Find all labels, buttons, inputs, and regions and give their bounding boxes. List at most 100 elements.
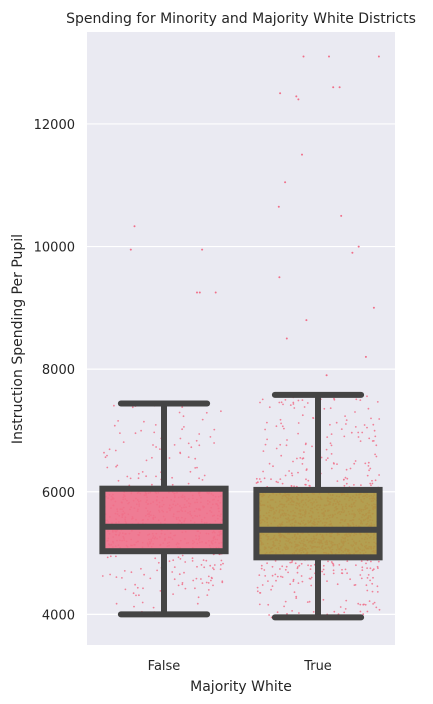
strip-point — [177, 556, 180, 559]
outlier-point — [340, 214, 343, 217]
strip-point — [372, 440, 375, 442]
strip-point — [151, 456, 153, 459]
strip-point — [145, 459, 148, 462]
strip-point — [343, 478, 345, 481]
strip-point — [274, 560, 277, 562]
strip-point — [364, 603, 367, 606]
strip-point — [359, 610, 362, 613]
strip-point — [113, 404, 115, 407]
strip-point — [296, 571, 299, 574]
strip-point — [284, 600, 287, 603]
strip-point — [300, 562, 303, 565]
strip-point — [376, 401, 379, 403]
strip-point — [271, 574, 274, 577]
y-tick-label-12000: 12000 — [34, 118, 75, 133]
strip-point — [264, 428, 266, 431]
strip-point — [366, 577, 369, 579]
strip-point — [343, 435, 346, 438]
strip-point — [306, 601, 309, 603]
strip-point — [137, 477, 140, 480]
strip-point — [341, 572, 344, 575]
strip-point — [376, 585, 379, 588]
strip-point — [117, 479, 120, 482]
strip-point — [325, 448, 328, 451]
strip-point — [310, 584, 313, 587]
strip-point — [361, 569, 364, 571]
outlier-point — [201, 248, 204, 251]
strip-point — [277, 481, 279, 484]
strip-point — [323, 407, 326, 410]
strip-point — [375, 606, 378, 609]
strip-point — [330, 444, 333, 447]
strip-point — [279, 418, 282, 421]
strip-point — [333, 610, 336, 613]
strip-point — [266, 438, 268, 441]
strip-point — [130, 571, 133, 574]
strip-point — [346, 572, 348, 575]
strip-point — [201, 418, 204, 421]
strip-point — [301, 463, 304, 465]
strip-point — [196, 602, 199, 605]
strip-point — [157, 561, 160, 564]
strip-point — [145, 475, 148, 478]
strip-point — [375, 444, 378, 447]
strip-point — [154, 424, 157, 426]
outlier-point — [277, 205, 280, 208]
strip-point — [179, 452, 182, 455]
strip-point — [173, 566, 176, 568]
strip-point — [263, 477, 266, 480]
strip-point — [357, 436, 360, 438]
strip-point — [255, 482, 258, 484]
outlier-point — [325, 374, 328, 377]
strip-point — [353, 484, 355, 486]
strip-point — [182, 415, 185, 418]
strip-point — [168, 560, 171, 563]
strip-point — [365, 562, 367, 565]
strip-point — [274, 573, 277, 576]
strip-point — [374, 479, 377, 482]
strip-point — [350, 431, 353, 434]
strip-point — [377, 560, 380, 563]
strip-point — [332, 563, 335, 566]
strip-point — [119, 432, 121, 434]
strip-point — [373, 429, 376, 432]
strip-point — [115, 576, 118, 578]
strip-point — [281, 576, 284, 578]
outlier-point — [328, 55, 330, 58]
strip-point — [363, 424, 366, 426]
strip-point — [209, 436, 212, 438]
strip-point — [365, 584, 368, 587]
strip-point — [262, 470, 264, 473]
strip-point — [268, 406, 271, 409]
strip-point — [344, 415, 346, 417]
strip-point — [376, 591, 379, 593]
strip-point — [190, 446, 193, 449]
strip-point — [134, 432, 137, 435]
strip-point — [213, 428, 216, 431]
strip-point — [133, 605, 135, 608]
strip-point — [343, 484, 346, 487]
strip-point — [368, 600, 371, 602]
strip-point — [134, 583, 137, 586]
strip-point — [104, 456, 107, 459]
strip-point — [220, 559, 223, 562]
strip-point — [366, 395, 368, 398]
strip-point — [305, 468, 308, 470]
strip-point — [173, 578, 176, 581]
strip-point — [367, 407, 370, 410]
strip-point — [272, 465, 274, 468]
strip-point — [369, 467, 372, 470]
strip-point — [114, 449, 117, 452]
strip-point — [336, 583, 339, 586]
strip-point — [173, 444, 176, 446]
strip-point — [291, 610, 293, 612]
strip-point — [332, 564, 335, 567]
strip-point — [267, 580, 269, 582]
strip-point — [326, 436, 329, 438]
strip-point — [372, 423, 375, 426]
strip-point — [171, 483, 174, 486]
strip-point — [153, 431, 156, 434]
outlier-point — [297, 98, 300, 101]
strip-point — [299, 457, 302, 459]
strip-point — [203, 566, 206, 569]
